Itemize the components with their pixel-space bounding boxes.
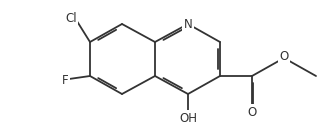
- Text: OH: OH: [179, 112, 197, 124]
- Text: O: O: [247, 106, 256, 118]
- Text: F: F: [62, 73, 68, 86]
- Text: N: N: [184, 18, 193, 30]
- Text: O: O: [279, 50, 289, 64]
- Text: Cl: Cl: [65, 12, 77, 24]
